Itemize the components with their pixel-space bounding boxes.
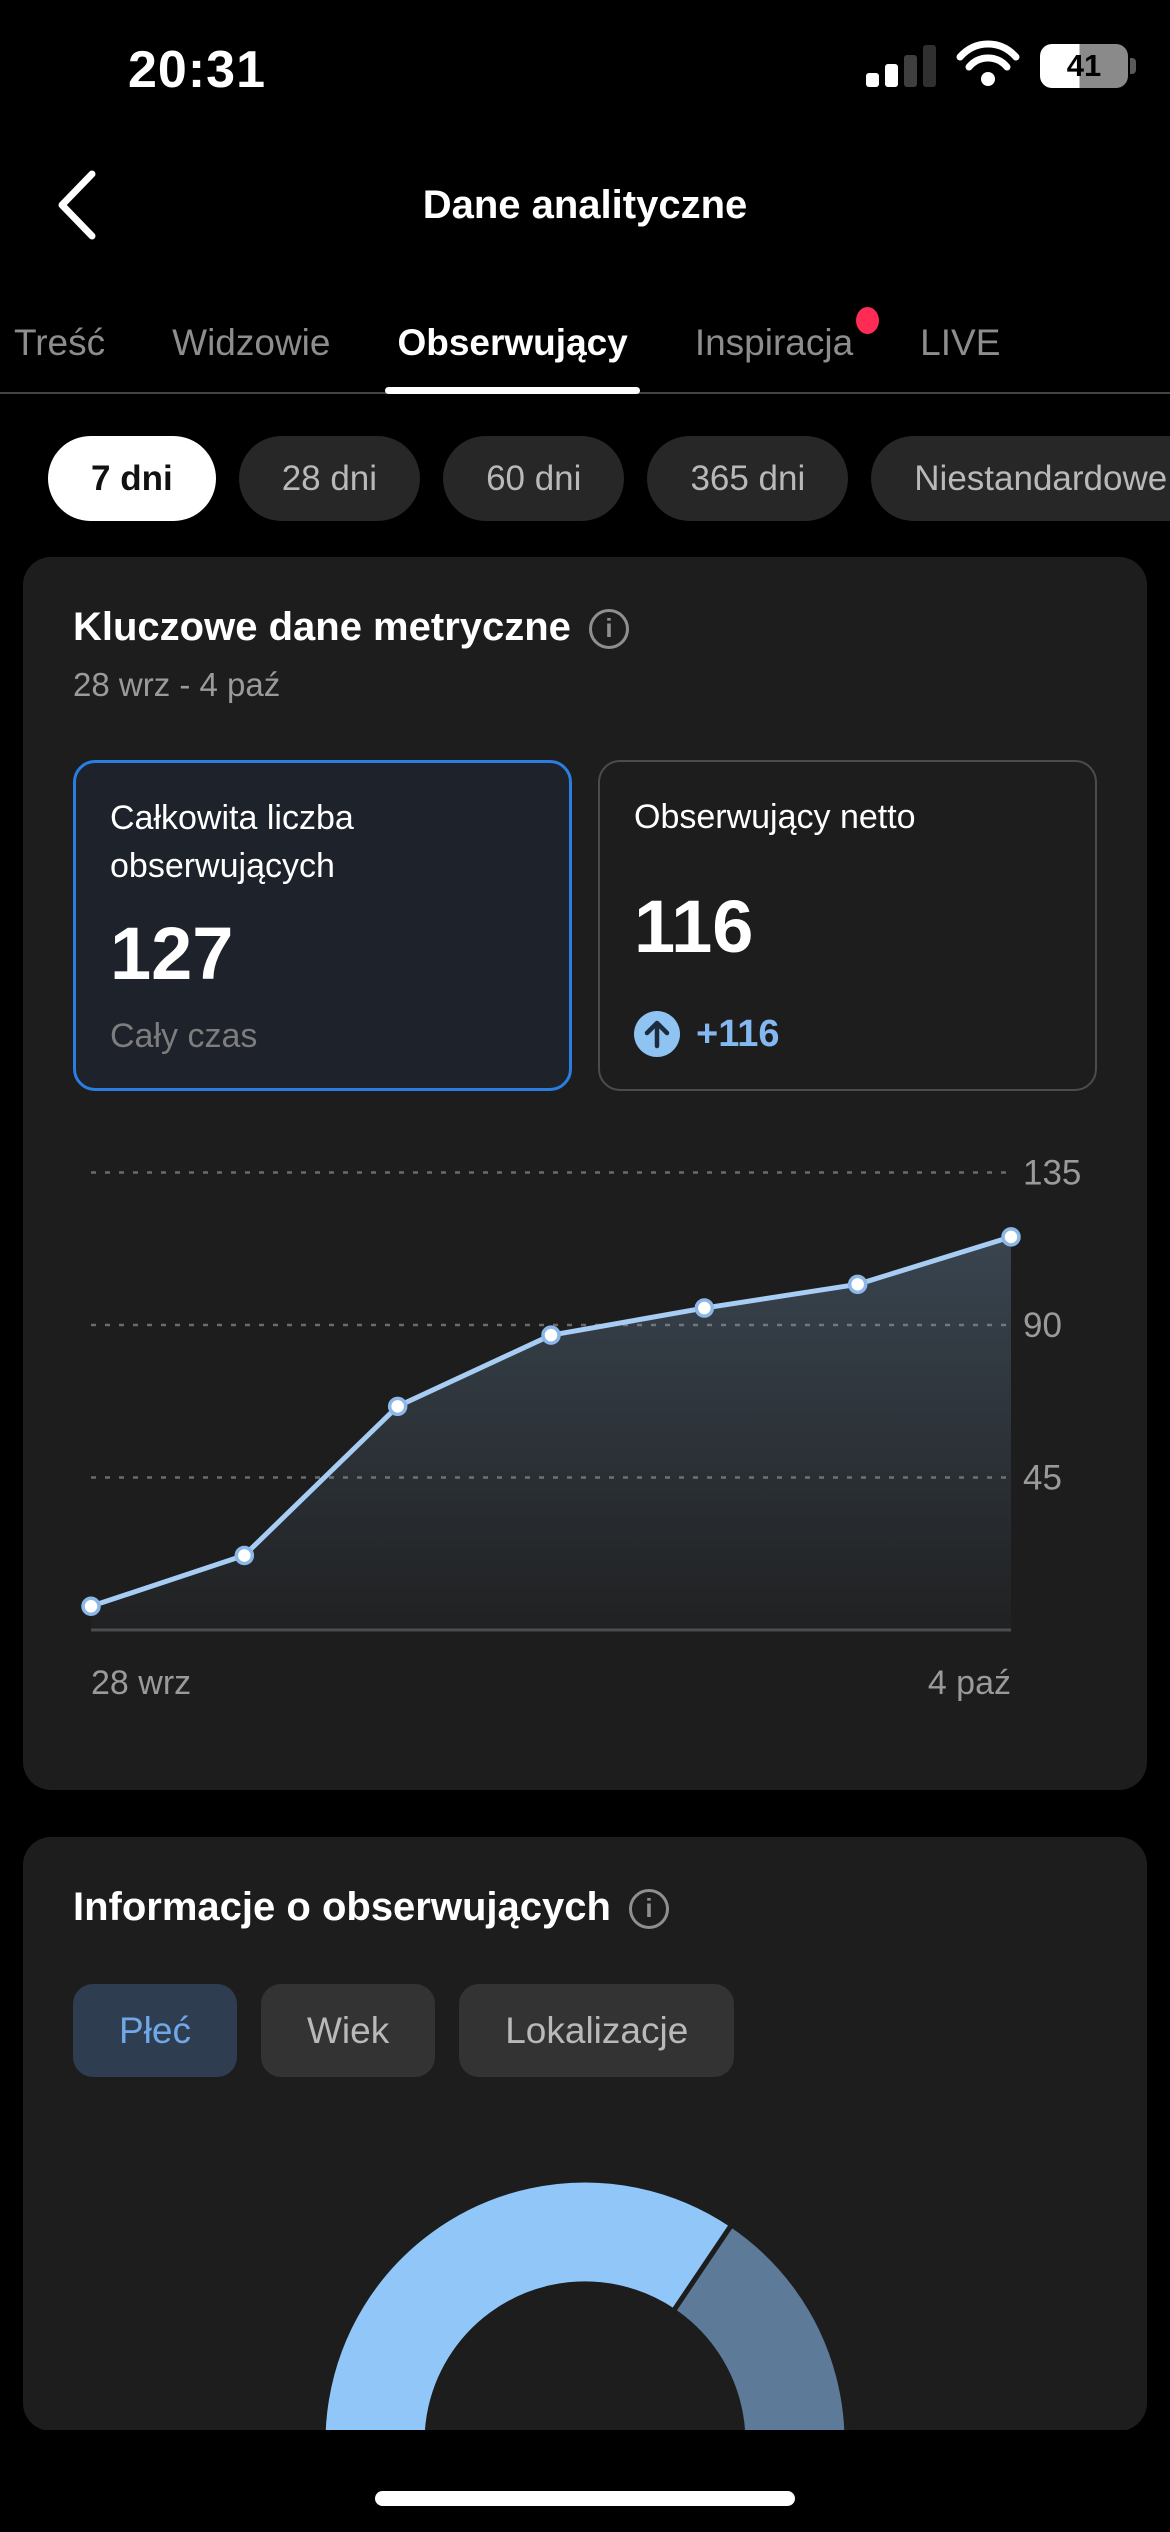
- trend-up-icon: [634, 1011, 680, 1057]
- period-pill-365dni[interactable]: 365 dni: [647, 436, 849, 521]
- cellular-signal-icon: [866, 45, 936, 87]
- svg-text:135: 135: [1023, 1154, 1081, 1193]
- donut-chart-svg: [320, 2177, 850, 2431]
- period-pill-28dni[interactable]: 28 dni: [238, 436, 421, 521]
- tab-live[interactable]: LIVE: [920, 293, 1000, 392]
- tab-widzowie[interactable]: Widzowie: [172, 293, 330, 392]
- info-icon[interactable]: i: [588, 608, 629, 649]
- filter-pill-wiek[interactable]: Wiek: [260, 1984, 436, 2077]
- status-time: 20:31: [128, 41, 266, 99]
- metric-delta: +116: [696, 1012, 780, 1055]
- x-label-end: 4 paź: [927, 1664, 1011, 1702]
- x-label-start: 28 wrz: [91, 1664, 192, 1702]
- tab-obserwujacy[interactable]: Obserwujący: [385, 293, 640, 394]
- x-axis-labels: 28 wrz 4 paź: [91, 1664, 1011, 1703]
- metric-caption: Cały czas: [110, 1017, 258, 1055]
- tab-bar: Treść Widzowie Obserwujący Inspiracja LI…: [0, 293, 1170, 394]
- period-pill-60dni[interactable]: 60 dni: [443, 436, 625, 521]
- active-tab-underline: [385, 387, 640, 394]
- back-button[interactable]: [52, 168, 104, 242]
- breakdown-filter-row: Płeć Wiek Lokalizacje: [73, 1984, 1097, 2077]
- metric-value: 116: [634, 884, 754, 968]
- line-chart-svg: 45 90 135: [81, 1154, 1081, 1632]
- filter-pill-lokalizacje[interactable]: Lokalizacje: [459, 1984, 735, 2077]
- tab-label: Treść: [14, 321, 106, 363]
- followers-line-chart: 45 90 135 28 wrz 4 paź: [73, 1149, 1097, 1703]
- notification-dot: [856, 307, 880, 334]
- period-pill-7dni[interactable]: 7 dni: [48, 436, 216, 521]
- bottom-system-area: [0, 2430, 1170, 2532]
- metric-grid: Całkowita liczba obserwujących 127 Cały …: [73, 760, 1097, 1091]
- info-icon[interactable]: i: [628, 1888, 669, 1929]
- metric-title: Obserwujący netto: [634, 798, 916, 836]
- key-metrics-title: Kluczowe dane metryczne: [73, 605, 571, 649]
- page-title: Dane analityczne: [422, 182, 748, 227]
- metric-card-net-followers[interactable]: Obserwujący netto 116 +116: [598, 760, 1097, 1091]
- followers-info-title: Informacje o obserwujących: [73, 1885, 611, 1929]
- tab-label: Widzowie: [172, 321, 331, 363]
- home-indicator[interactable]: [375, 2491, 795, 2506]
- tab-tresc[interactable]: Treść: [14, 293, 105, 392]
- period-filter-row: 7 dni 28 dni 60 dni 365 dni Niestandardo…: [48, 436, 1170, 521]
- date-range: 28 wrz - 4 paź: [73, 666, 281, 703]
- battery-indicator: 41: [1040, 44, 1136, 88]
- tab-label: LIVE: [920, 321, 1001, 363]
- tab-label: Obserwujący: [397, 321, 628, 363]
- status-icons: 41: [866, 39, 1136, 93]
- status-bar: 20:31 41: [0, 0, 1170, 110]
- key-metrics-card: Kluczowe dane metryczne i 28 wrz - 4 paź…: [23, 557, 1147, 1790]
- tab-inspiracja[interactable]: Inspiracja: [694, 293, 880, 392]
- metric-title: Całkowita liczba obserwujących: [110, 799, 354, 885]
- followers-info-card: Informacje o obserwujących i Płeć Wiek L…: [23, 1837, 1147, 2431]
- header: Dane analityczne: [0, 150, 1170, 260]
- svg-text:45: 45: [1023, 1459, 1062, 1498]
- battery-percent: 41: [1066, 48, 1102, 83]
- metric-value: 127: [110, 912, 234, 996]
- filter-pill-plec[interactable]: Płeć: [73, 1984, 237, 2077]
- gender-donut-chart: [320, 2177, 850, 2431]
- period-pill-custom[interactable]: Niestandardowe: [871, 436, 1170, 521]
- svg-text:90: 90: [1023, 1306, 1062, 1345]
- tab-label: Inspiracja: [694, 321, 854, 363]
- metric-card-total-followers[interactable]: Całkowita liczba obserwujących 127 Cały …: [73, 760, 572, 1091]
- wifi-icon: [956, 39, 1020, 93]
